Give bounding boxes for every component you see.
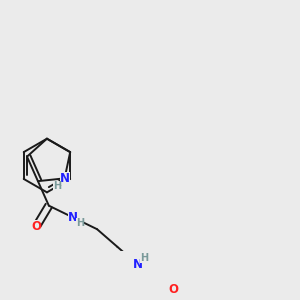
Text: N: N	[60, 172, 70, 185]
Text: O: O	[168, 283, 178, 296]
Text: N: N	[133, 258, 142, 271]
Text: H: H	[76, 218, 84, 228]
Text: N: N	[68, 211, 78, 224]
Text: H: H	[53, 181, 62, 190]
Text: O: O	[31, 220, 41, 233]
Text: H: H	[140, 253, 148, 263]
